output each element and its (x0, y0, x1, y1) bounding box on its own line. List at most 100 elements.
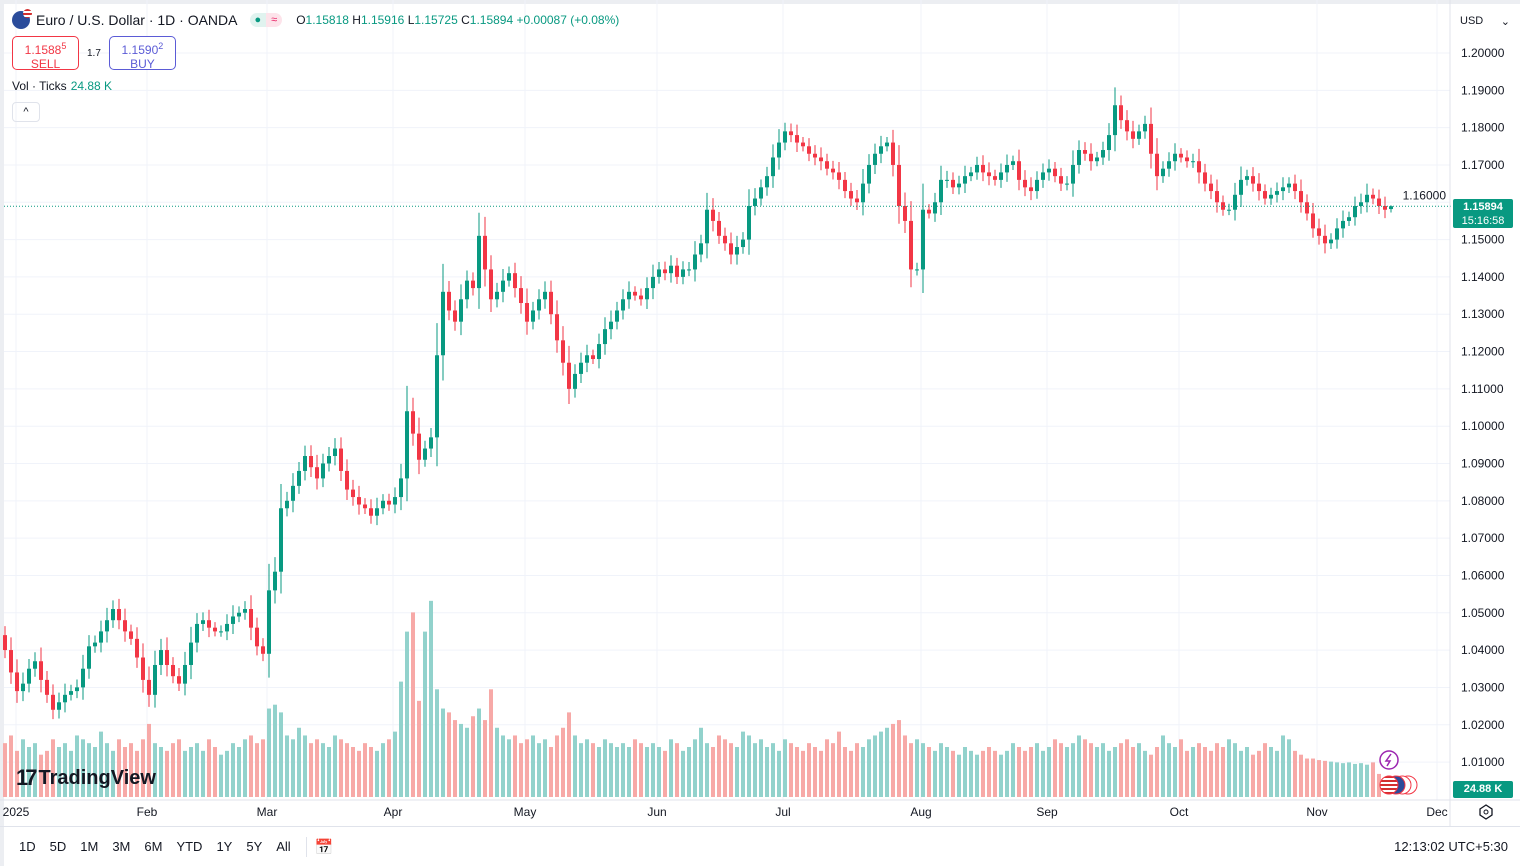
volume-bar (471, 716, 475, 797)
candle-body (1065, 183, 1069, 185)
settings-icon[interactable] (1479, 804, 1493, 820)
candle (549, 280, 553, 325)
volume-bar (855, 743, 859, 797)
candle (717, 211, 721, 244)
price-axis[interactable]: 1.20000 1.19000 1.18000 1.17000 1.16000 1.150… (1403, 46, 1505, 769)
candle-body (315, 467, 319, 479)
volume-bar (303, 735, 307, 797)
volume-bar (507, 739, 511, 797)
candle-body (1125, 120, 1129, 132)
candle-body (507, 273, 511, 281)
candle-body (183, 664, 187, 684)
candle (465, 270, 469, 309)
candle (771, 144, 775, 188)
volume-bar (39, 754, 43, 797)
candle (141, 643, 145, 693)
symbol-legend: Euro / U.S. Dollar · 1D · OANDA ● ≈ O1.1… (12, 9, 620, 29)
candle (699, 234, 703, 263)
market-status[interactable]: ● ≈ (249, 13, 283, 27)
volume-bar (21, 739, 25, 797)
grid (4, 0, 1450, 800)
candlestick-chart[interactable]: 1.20000 1.19000 1.18000 1.17000 1.16000 1.150… (0, 0, 1520, 826)
candle (645, 277, 649, 310)
candle (1023, 170, 1027, 197)
symbol-title[interactable]: Euro / U.S. Dollar · 1D · OANDA (36, 12, 238, 28)
time-axis[interactable]: 2025 Feb Mar Apr May Jun Jul Aug Sep Oct Nov Dec (3, 805, 1448, 819)
candle-body (525, 303, 529, 322)
volume-bar (531, 735, 535, 797)
candle-body (1107, 135, 1111, 151)
candle (27, 659, 31, 693)
candle-body (333, 448, 337, 457)
candle-body (171, 664, 175, 677)
currency-dropdown[interactable]: USD ⌄ (1460, 15, 1510, 28)
volume-bar (1293, 750, 1297, 797)
candle-body (987, 172, 991, 177)
candle (363, 498, 367, 514)
candle-body (849, 191, 853, 199)
range-1d[interactable]: 1D (19, 839, 36, 854)
candle-body (27, 668, 31, 684)
volume-bar (1203, 747, 1207, 797)
candle (861, 169, 865, 216)
volume-bar (867, 739, 871, 797)
candle-body (711, 209, 715, 221)
candle (339, 437, 343, 482)
candle-body (627, 291, 631, 300)
collapse-legend-button[interactable]: ^ (12, 102, 40, 122)
range-5y[interactable]: 5Y (246, 839, 263, 854)
range-all[interactable]: All (276, 839, 291, 854)
candle-body (855, 198, 859, 203)
volume-bar (369, 747, 373, 797)
candle (603, 317, 607, 355)
candle-body (783, 131, 787, 143)
volume-bar (597, 747, 601, 797)
ohlc-values: O1.15818 H1.15916 L1.15725 C1.15894 +0.0… (296, 13, 620, 27)
candle (825, 153, 829, 176)
volume-bar (351, 747, 355, 797)
candle (291, 473, 295, 513)
eur-usd-flag-icon (12, 9, 32, 29)
current-price-tag: 1.15894 15:16:58 (1453, 199, 1513, 228)
calendar-icon[interactable]: 📅 (314, 838, 334, 856)
candle-body (345, 470, 349, 490)
candle-body (303, 456, 307, 471)
candle (1017, 149, 1021, 191)
volume-bar (81, 739, 85, 797)
candle-body (513, 273, 517, 289)
candle (1131, 120, 1135, 149)
volume-bar (1137, 743, 1141, 797)
candle-body (1071, 164, 1075, 184)
volume-bar (1107, 750, 1111, 797)
volume-tag: 24.88 K (1453, 781, 1513, 798)
candle (1281, 177, 1285, 201)
candle (1215, 179, 1219, 213)
volume-bar (453, 720, 457, 797)
volume-bar (207, 739, 211, 797)
candle (1287, 177, 1291, 194)
economic-events-icon[interactable] (1379, 775, 1418, 795)
candle-body (45, 679, 49, 695)
volume-bar (447, 712, 451, 797)
candle (1029, 177, 1033, 201)
range-1y[interactable]: 1Y (216, 839, 233, 854)
volume-bar (837, 731, 841, 797)
candle (1209, 174, 1213, 200)
price-tick: 1.16000 (1403, 188, 1447, 202)
candle-body (1023, 179, 1027, 188)
buy-button[interactable]: 1.15902 BUY (108, 36, 176, 71)
sell-button[interactable]: 1.15885 SELL (12, 36, 79, 71)
range-3m[interactable]: 3M (112, 839, 131, 854)
candle (1185, 150, 1189, 168)
clock[interactable]: 12:13:02 UTC+5:30 (1394, 839, 1508, 854)
candle (279, 483, 283, 594)
range-6m[interactable]: 6M (144, 839, 163, 854)
lightning-icon[interactable] (1379, 750, 1399, 770)
range-ytd[interactable]: YTD (176, 839, 203, 854)
volume-bar (213, 747, 217, 797)
candle (567, 345, 571, 404)
range-5d[interactable]: 5D (49, 839, 67, 854)
tradingview-logo[interactable]: 17 TradingView (16, 765, 156, 790)
volume-bar (693, 739, 697, 797)
range-1m[interactable]: 1M (80, 839, 99, 854)
